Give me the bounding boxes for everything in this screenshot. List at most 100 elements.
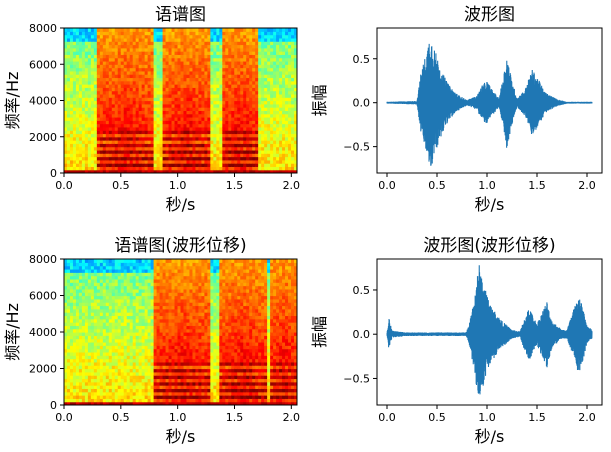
spectrogram-cell bbox=[150, 64, 155, 69]
spectrogram-cell bbox=[135, 308, 140, 313]
spectrogram-cell bbox=[132, 100, 137, 105]
spectrogram-cell bbox=[252, 51, 256, 55]
spectrogram-cell bbox=[141, 285, 146, 290]
spectrogram-cell bbox=[240, 143, 244, 148]
spectrogram-cell bbox=[96, 341, 101, 346]
spectrogram-cell bbox=[258, 166, 262, 171]
spectrogram-cell bbox=[249, 44, 253, 49]
spectrogram-cell bbox=[129, 302, 134, 307]
spectrogram-cell bbox=[72, 332, 77, 336]
spectrogram-cell bbox=[174, 110, 179, 115]
spectrogram-cell bbox=[78, 77, 83, 82]
spectrogram-cell bbox=[72, 163, 77, 168]
spectrogram-cell bbox=[156, 54, 161, 59]
spectrogram-cell bbox=[240, 113, 244, 118]
spectrogram-cell bbox=[111, 169, 116, 173]
spectrogram-cell bbox=[147, 126, 152, 131]
spectrogram-cell bbox=[222, 110, 226, 115]
spectrogram-cell bbox=[150, 278, 155, 283]
spectrogram-cell bbox=[150, 163, 155, 168]
spectrogram-cell bbox=[126, 153, 131, 158]
spectrogram-cell bbox=[96, 90, 101, 95]
spectrogram-cell bbox=[204, 156, 208, 161]
spectrogram-cell bbox=[177, 100, 182, 105]
spectrogram-cell bbox=[159, 146, 164, 151]
spectrogram-cell bbox=[225, 169, 229, 173]
spectrogram-cell bbox=[207, 60, 211, 65]
spectrogram-cell bbox=[231, 64, 235, 69]
spectrogram-cell bbox=[123, 332, 128, 336]
spectrogram-cell bbox=[144, 388, 149, 393]
spectrogram-cell bbox=[114, 315, 119, 320]
spectrogram-cell bbox=[72, 312, 77, 317]
spectrogram-cell bbox=[153, 348, 158, 353]
spectrogram-cell bbox=[225, 64, 229, 69]
spectrogram-cell bbox=[156, 163, 161, 168]
spectrogram-cell bbox=[291, 136, 295, 141]
spectrogram-cell bbox=[261, 130, 265, 135]
spectrogram-cell bbox=[108, 159, 113, 164]
spectrogram-cell bbox=[132, 265, 137, 270]
spectrogram-cell bbox=[87, 77, 92, 82]
spectrogram-cell bbox=[255, 100, 259, 105]
spectrogram-cell bbox=[192, 116, 197, 121]
spectrogram-cell bbox=[108, 149, 113, 154]
spectrogram-cell bbox=[210, 84, 214, 88]
spectrogram-cell bbox=[210, 136, 214, 141]
spectrogram-cell bbox=[81, 285, 86, 290]
spectrogram-cell bbox=[129, 262, 134, 267]
spectrogram-cell bbox=[111, 351, 116, 356]
spectrogram-cell bbox=[147, 285, 152, 290]
spectrogram-cell bbox=[135, 80, 140, 85]
spectrogram-cell bbox=[192, 90, 197, 95]
spectrogram-cell bbox=[147, 140, 152, 144]
spectrogram-cell bbox=[84, 60, 89, 65]
spectrogram-cell bbox=[66, 37, 71, 42]
spectrogram-cell bbox=[144, 143, 149, 148]
spectrogram-cell bbox=[156, 368, 161, 373]
spectrogram-cell bbox=[270, 70, 274, 75]
spectrogram-cell bbox=[246, 84, 250, 88]
spectrogram-cell bbox=[207, 103, 211, 108]
spectrogram-cell bbox=[222, 60, 226, 65]
spectrogram-cell bbox=[144, 298, 149, 303]
spectrogram-cell bbox=[75, 103, 80, 108]
spectrogram-cell bbox=[267, 159, 271, 164]
spectrogram-cell bbox=[147, 87, 152, 92]
spectrogram-cell bbox=[126, 328, 131, 333]
spectrogram-cell bbox=[282, 130, 286, 135]
spectrogram-cell bbox=[225, 140, 229, 144]
spectrogram-cell bbox=[132, 288, 137, 293]
spectrogram-cell bbox=[156, 332, 161, 336]
spectrogram-cell bbox=[126, 44, 131, 49]
spectrogram-cell bbox=[291, 93, 295, 98]
spectrogram-cell bbox=[99, 80, 104, 85]
spectrogram-cell bbox=[81, 140, 86, 144]
spectrogram-cell bbox=[120, 378, 125, 383]
spectrogram-cell bbox=[168, 143, 173, 148]
spectrogram-cell bbox=[69, 126, 74, 131]
spectrogram-cell bbox=[288, 153, 292, 158]
spectrogram-cell bbox=[147, 391, 152, 396]
spectrogram-cell bbox=[249, 159, 253, 164]
spectrogram-cell bbox=[147, 156, 152, 161]
spectrogram-cell bbox=[153, 312, 158, 317]
spectrogram-cell bbox=[204, 57, 208, 62]
spectrogram-cell bbox=[75, 288, 80, 293]
spectrogram-cell bbox=[174, 70, 179, 75]
spectrogram-cell bbox=[84, 113, 89, 118]
spectrogram-cell bbox=[159, 378, 164, 383]
spectrogram-cell bbox=[99, 335, 104, 340]
spectrogram-cell bbox=[153, 375, 158, 380]
spectrogram-cell bbox=[279, 143, 283, 148]
spectrogram-cell bbox=[171, 93, 176, 98]
spectrogram-cell bbox=[66, 133, 71, 138]
spectrogram-cell bbox=[285, 60, 289, 65]
spectrogram-cell bbox=[126, 110, 131, 115]
spectrogram-cell bbox=[189, 123, 194, 128]
spectrogram-cell bbox=[213, 103, 217, 108]
spectrogram-cell bbox=[210, 44, 214, 49]
spectrogram-cell bbox=[96, 292, 101, 297]
spectrogram-cell bbox=[150, 375, 155, 380]
spectrogram-cell bbox=[117, 295, 122, 300]
